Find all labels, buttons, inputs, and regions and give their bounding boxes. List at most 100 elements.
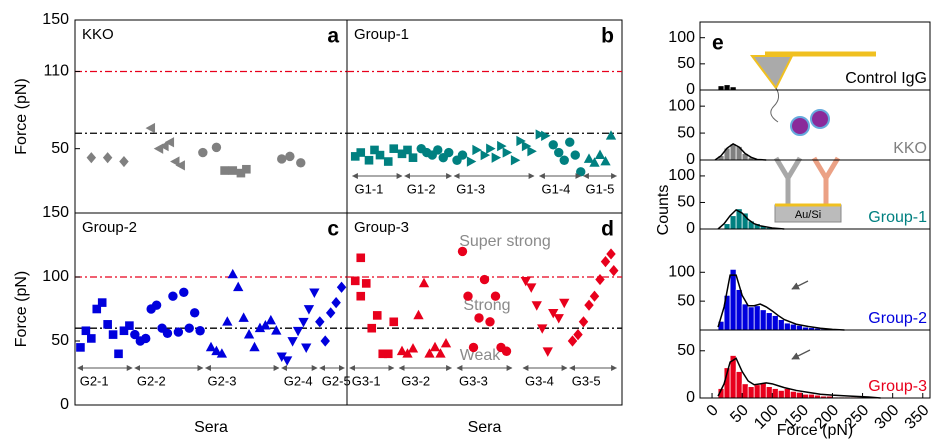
- histogram-bar: [735, 371, 743, 399]
- point: [216, 348, 228, 358]
- point: [114, 349, 123, 359]
- linker: [770, 87, 780, 123]
- group-label: G1-3: [456, 181, 485, 196]
- point: [285, 151, 295, 162]
- point: [195, 326, 205, 336]
- y-axis-label: Force (pN): [13, 271, 30, 347]
- point: [287, 337, 298, 347]
- point: [108, 330, 118, 339]
- subplot-label: Group-2: [868, 310, 927, 327]
- histogram-bar: [753, 384, 761, 399]
- point: [87, 334, 96, 343]
- histogram-bar: [747, 306, 755, 331]
- histogram-bar: [789, 391, 797, 399]
- group-label: G3-1: [352, 373, 381, 388]
- point: [211, 142, 222, 153]
- point: [168, 291, 178, 301]
- point: [375, 150, 385, 160]
- point: [309, 288, 320, 298]
- point: [468, 342, 479, 353]
- point: [228, 166, 238, 175]
- point: [485, 317, 495, 327]
- molecule: [790, 116, 810, 136]
- point: [589, 157, 600, 167]
- point: [254, 322, 266, 333]
- point: [407, 343, 419, 353]
- y-tick-label: 100: [668, 167, 695, 184]
- y-tick-label: 50: [51, 140, 69, 157]
- panel-title: Group-2: [82, 219, 137, 236]
- histogram-bar: [753, 305, 761, 331]
- point: [151, 300, 162, 310]
- histogram-bar: [771, 388, 779, 399]
- point: [331, 297, 341, 309]
- point: [521, 140, 532, 152]
- point: [173, 327, 184, 337]
- point: [276, 352, 287, 362]
- subplot-label: Group-1: [868, 209, 927, 226]
- point: [537, 324, 548, 334]
- point: [86, 152, 97, 164]
- point: [463, 291, 473, 301]
- point: [383, 157, 393, 166]
- point: [501, 346, 512, 356]
- subplot-label: KKO: [893, 140, 927, 157]
- antibody: [811, 156, 841, 205]
- panel-frame: [346, 212, 623, 406]
- histogram-bar: [783, 322, 791, 331]
- point: [527, 146, 537, 157]
- point: [243, 329, 255, 339]
- histogram-bar: [759, 309, 767, 331]
- point: [606, 248, 616, 260]
- point: [497, 140, 507, 152]
- histogram-bar: [765, 312, 773, 331]
- y-tick-label: 50: [677, 292, 695, 309]
- point: [159, 140, 169, 152]
- point: [490, 291, 501, 301]
- point: [559, 298, 570, 309]
- point: [130, 329, 140, 340]
- point: [145, 122, 156, 134]
- point: [413, 309, 424, 320]
- y-tick-label: 100: [668, 29, 695, 46]
- point: [260, 320, 271, 330]
- point: [227, 268, 238, 279]
- point: [605, 130, 617, 140]
- point: [396, 345, 408, 356]
- point: [367, 323, 377, 333]
- point: [429, 341, 441, 352]
- point: [594, 149, 606, 159]
- subplot-frame: [699, 329, 931, 399]
- panel-title: Group-1: [354, 26, 409, 43]
- point: [435, 348, 446, 358]
- point: [103, 320, 112, 329]
- histogram-bar: [777, 319, 785, 331]
- panel-title: Group-3: [354, 219, 409, 236]
- x-tick-label: 0: [704, 402, 722, 420]
- point: [542, 347, 553, 357]
- y-tick-label: 0: [686, 151, 695, 168]
- y-tick-label: 50: [677, 194, 695, 211]
- group-label: G3-3: [459, 373, 488, 388]
- subplot-label: Control IgG: [845, 70, 927, 87]
- annotation: Weak: [460, 347, 502, 364]
- histogram-bar: [723, 84, 731, 91]
- point: [184, 323, 194, 333]
- annotation-arrow: [791, 280, 809, 290]
- panel-label: b: [601, 25, 614, 48]
- point: [315, 316, 325, 328]
- x-tick-label: 300: [872, 402, 903, 433]
- panel-label: a: [327, 25, 339, 48]
- histogram-bar: [795, 325, 803, 331]
- point: [480, 149, 491, 161]
- point: [350, 276, 360, 286]
- point: [298, 317, 309, 328]
- molecule: [810, 109, 830, 129]
- group-label: G2-4: [284, 373, 313, 388]
- point: [356, 253, 366, 263]
- point: [595, 273, 605, 286]
- illustration: [750, 51, 876, 360]
- point: [520, 276, 531, 287]
- point: [277, 154, 287, 164]
- point: [531, 301, 542, 311]
